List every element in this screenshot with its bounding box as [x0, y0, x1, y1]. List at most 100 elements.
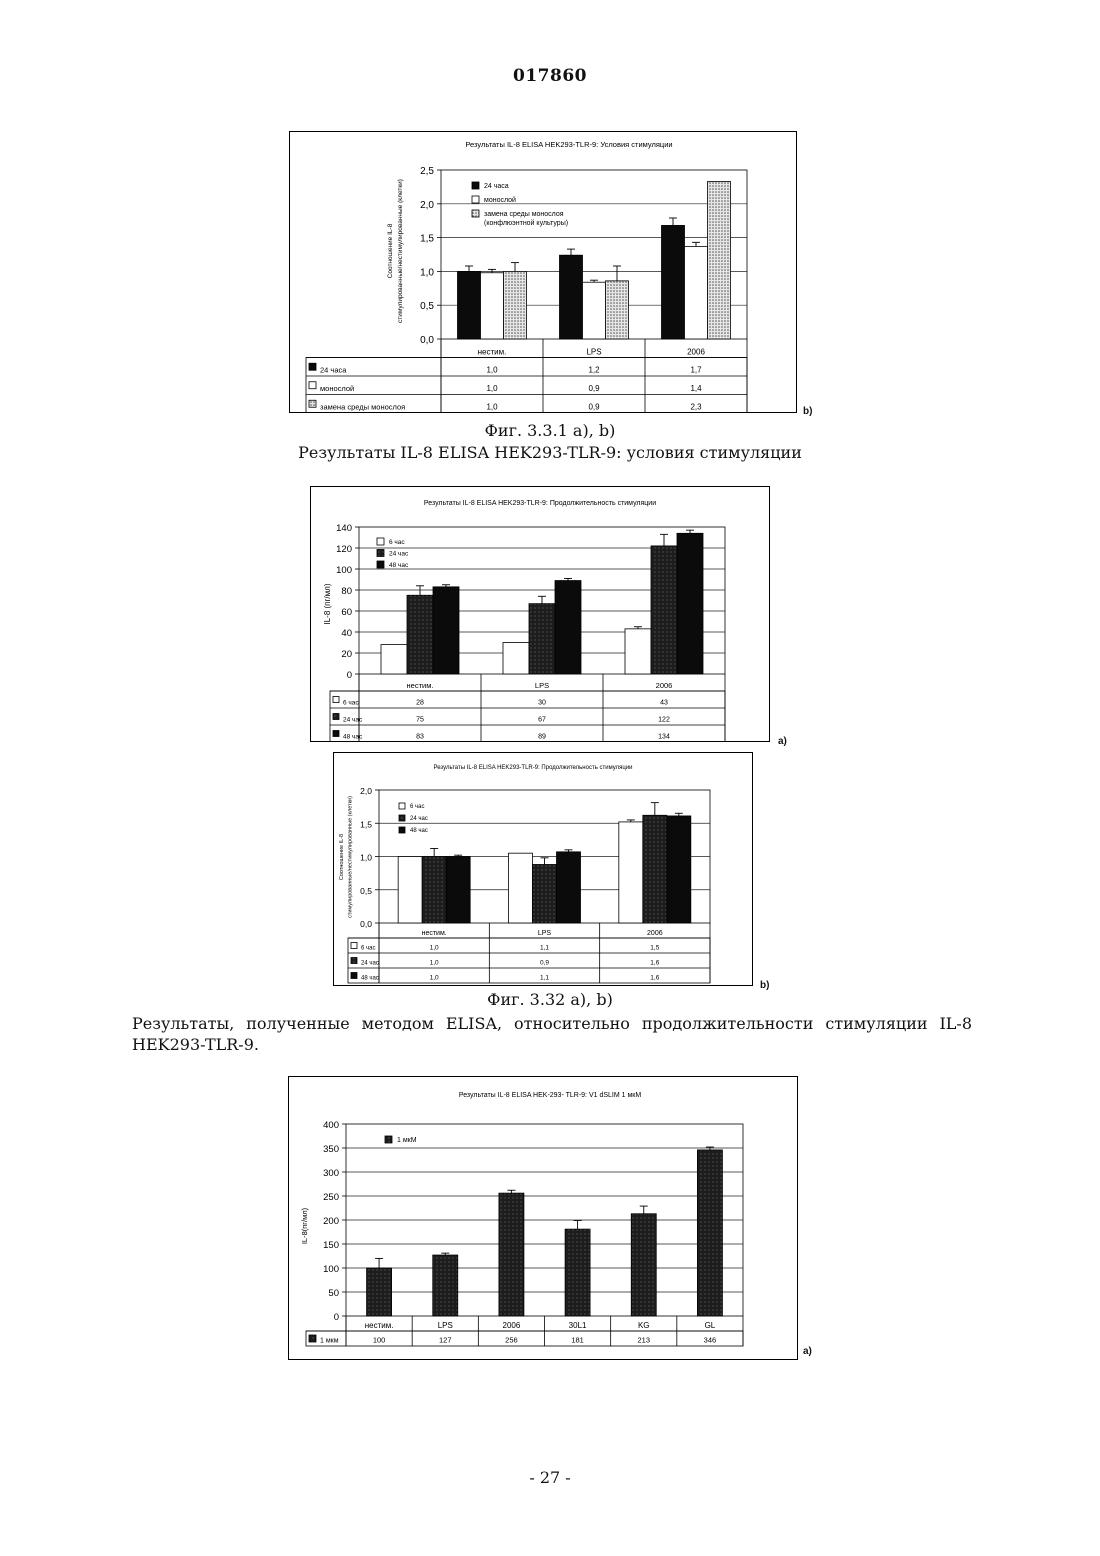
table-value: 83 [416, 734, 424, 741]
table-series-swatch [333, 731, 339, 737]
y-tick-label: 2,0 [420, 200, 434, 211]
table-series-name: 48 час [343, 734, 363, 741]
y-tick-label: 1,0 [420, 267, 434, 278]
table-value: 1,0 [430, 960, 439, 967]
table-value: 100 [373, 1336, 386, 1345]
table-value: 1,6 [650, 960, 659, 967]
legend-swatch [385, 1136, 392, 1143]
table-series-name: 48 час [361, 976, 379, 982]
table-series-swatch [351, 958, 357, 964]
legend-swatch [377, 550, 384, 557]
bar [697, 1150, 722, 1316]
table-value: 1,1 [540, 975, 549, 982]
table-value: 122 [658, 717, 670, 724]
y-tick-label: 1,5 [420, 234, 434, 245]
bar [583, 282, 606, 339]
category-label: 2006 [647, 930, 663, 937]
y-axis-label: Соотношение IL-8 [387, 223, 394, 278]
bar [446, 857, 470, 924]
table-series-name: 1 мкм [320, 1338, 339, 1345]
table-value: 1,1 [540, 945, 549, 952]
legend-label: 6 час [389, 539, 405, 546]
y-tick-label: 100 [336, 565, 352, 576]
table-series-name: 24 часа [320, 366, 347, 375]
y-axis-label: Соотношение IL-8 [339, 834, 345, 880]
table-series-swatch [333, 697, 339, 703]
chart-title: Результаты IL-8 ELISA HEK293-TLR-9: Прод… [424, 500, 656, 507]
y-tick-label: 150 [323, 1240, 339, 1251]
y-tick-label: 200 [323, 1216, 339, 1227]
table-value: 1,6 [650, 975, 659, 982]
legend-label: монослой [484, 196, 516, 204]
legend-label: 24 часа [484, 183, 509, 190]
y-tick-label: 1,5 [360, 819, 372, 829]
table-value: 1,0 [486, 403, 498, 412]
table-value: 256 [505, 1336, 518, 1345]
table-series-swatch [351, 973, 357, 979]
legend-label: замена среды монослоя [484, 211, 564, 218]
y-axis-label: стимулированные/нестимулированные (клетк… [348, 796, 354, 918]
bar [458, 271, 481, 339]
y-tick-label: 0,5 [420, 301, 434, 312]
table-series-swatch [309, 382, 316, 389]
y-tick-label: 0,0 [360, 919, 372, 929]
table-value: 2,3 [690, 403, 702, 412]
legend-swatch [472, 210, 479, 217]
page-number: - 27 - [0, 1468, 1100, 1487]
chart-title: Результаты IL-8 ELISA HEK293-TLR-9: Прод… [433, 765, 632, 771]
table-value: 30 [538, 700, 546, 707]
legend-swatch [377, 538, 384, 545]
table-series-name: 6 час [361, 946, 375, 952]
y-tick-label: 1,0 [360, 853, 372, 863]
y-tick-label: 0,0 [420, 335, 434, 346]
legend-swatch [472, 182, 479, 189]
bar [708, 181, 731, 339]
table-series-swatch [309, 363, 316, 370]
figure-description-3-32: Результаты, полученные методом ELISA, от… [132, 1013, 972, 1055]
bar [667, 816, 691, 923]
table-series-name: 24 час [343, 717, 363, 724]
y-axis-label: IL-8(пг/мл) [300, 1207, 309, 1244]
legend-swatch [377, 561, 384, 568]
figure-corner-label-a: a) [803, 1346, 812, 1357]
y-tick-label: 60 [341, 607, 352, 618]
table-value: 1,5 [650, 945, 659, 952]
y-tick-label: 50 [328, 1288, 339, 1299]
table-value: 1,0 [430, 975, 439, 982]
table-series-swatch [333, 714, 339, 720]
bar [685, 246, 708, 339]
table-value: 1,0 [486, 384, 498, 393]
table-value: 28 [416, 700, 424, 707]
bar [557, 852, 581, 923]
bar [606, 281, 629, 339]
table-value: 0,9 [540, 960, 549, 967]
legend-swatch [472, 196, 479, 203]
y-tick-label: 40 [341, 628, 352, 639]
legend-label: 1 мкМ [397, 1137, 417, 1144]
category-label: нестим. [365, 1321, 394, 1330]
table-value: 134 [658, 734, 670, 741]
table-value: 0,9 [588, 403, 600, 412]
bar [533, 864, 557, 923]
table-series-name: 6 час [343, 700, 359, 707]
y-tick-label: 0 [334, 1312, 339, 1323]
y-tick-label: 300 [323, 1168, 339, 1179]
bar [499, 1193, 524, 1316]
bar [625, 629, 651, 674]
bar [651, 546, 677, 674]
category-label: LPS [535, 681, 549, 690]
bar [433, 1255, 458, 1316]
legend-label: 48 час [410, 828, 428, 834]
bar [631, 1214, 656, 1316]
bar [555, 581, 581, 674]
chart-duration-absolute: Результаты IL-8 ELISA HEK293-TLR-9: Прод… [310, 486, 770, 742]
bar [481, 273, 504, 339]
bar [422, 857, 446, 924]
y-axis-label: IL-8 (пг/мл) [323, 583, 332, 624]
legend-label: (конфлюэнтной культуры) [484, 219, 568, 227]
category-label: нестим. [407, 681, 434, 690]
category-label: 30L1 [569, 1321, 587, 1330]
table-series-swatch [309, 1335, 316, 1342]
bar [565, 1229, 590, 1316]
legend-label: 24 час [389, 551, 409, 558]
